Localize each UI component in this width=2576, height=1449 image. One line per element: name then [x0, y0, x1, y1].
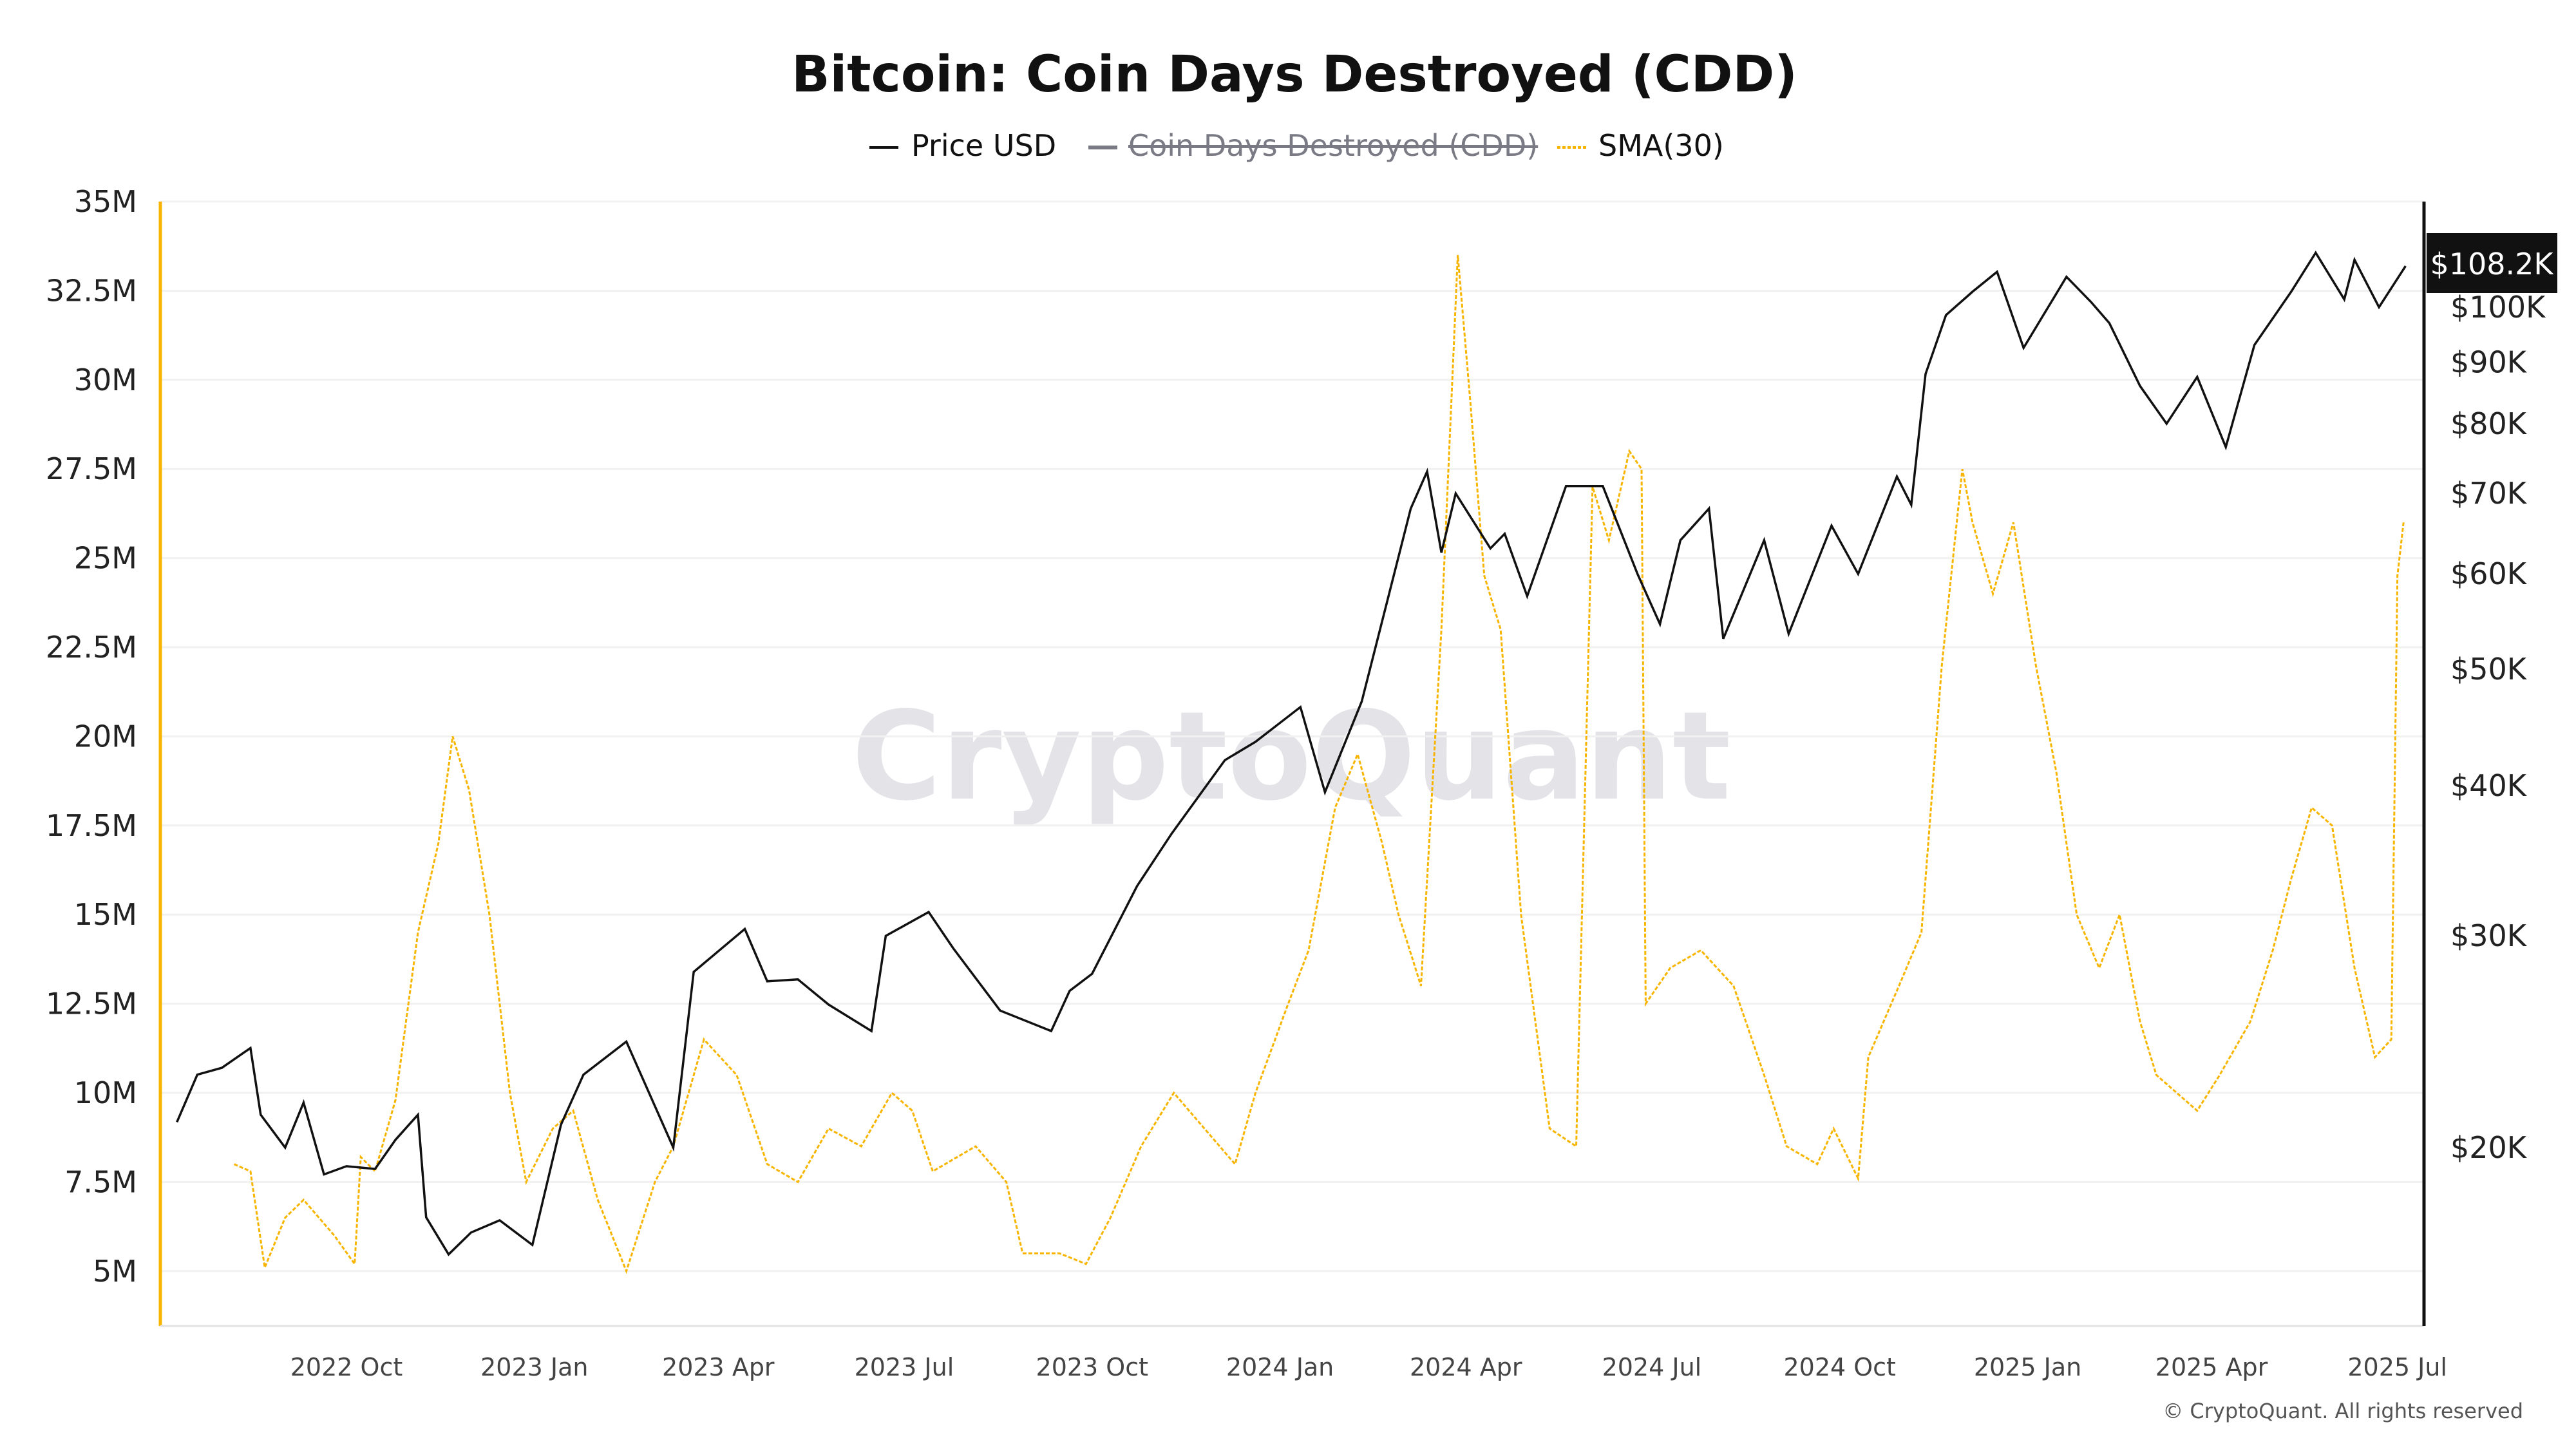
left-tick-label: 25M	[74, 541, 137, 576]
legend-item-cdd[interactable]: Coin Days Destroyed (CDD)	[1088, 128, 1538, 163]
left-tick-label: 20M	[74, 719, 137, 753]
left-tick-label: 10M	[74, 1075, 137, 1110]
left-tick-label: 30M	[74, 363, 137, 397]
left-tick-label: 5M	[93, 1254, 137, 1289]
left-tick-label: 32.5M	[46, 273, 137, 308]
chart-title: Bitcoin: Coin Days Destroyed (CDD)	[791, 46, 1797, 104]
legend-label-price: Price USD	[911, 128, 1056, 163]
last-price-label: $108.2K	[2430, 247, 2554, 281]
x-tick-label: 2023 Jan	[480, 1353, 588, 1381]
right-tick-label: $80K	[2450, 406, 2528, 441]
right-tick-label: $50K	[2450, 652, 2528, 687]
x-axis-ticks: 2022 Oct 2023 Jan 2023 Apr 2023 Jul 2023 Oct…	[290, 1353, 2447, 1381]
left-tick-label: 17.5M	[46, 808, 137, 843]
last-price-badge-bg	[2427, 233, 2557, 293]
legend: Price USD Coin Days Destroyed (CDD) SMA(…	[869, 128, 1724, 163]
x-tick-label: 2024 Oct	[1783, 1353, 1896, 1381]
left-tick-label: 7.5M	[64, 1164, 137, 1199]
right-tick-label: $100K	[2450, 290, 2546, 325]
right-tick-label: $20K	[2450, 1130, 2528, 1165]
price-series-line	[176, 251, 2407, 1256]
sma30-series-line	[233, 254, 2405, 1274]
x-tick-label: 2024 Jul	[1602, 1353, 1702, 1381]
x-tick-label: 2024 Apr	[1410, 1353, 1522, 1381]
legend-item-price[interactable]: Price USD	[869, 128, 1056, 163]
legend-label-sma: SMA(30)	[1598, 128, 1724, 163]
x-tick-label: 2025 Jan	[1974, 1353, 2081, 1381]
right-tick-label: $30K	[2450, 918, 2528, 953]
copyright: © CryptoQuant. All rights reserved	[2163, 1399, 2523, 1423]
left-tick-label: 35M	[74, 184, 137, 219]
x-tick-label: 2025 Apr	[2155, 1353, 2268, 1381]
x-tick-label: 2025 Jul	[2347, 1353, 2447, 1381]
last-price-badge: $108.2K	[2427, 233, 2557, 293]
right-axis-ticks: $100K $90K $80K $70K $60K $50K $40K $30K $20K	[2450, 290, 2546, 1165]
left-tick-label: 27.5M	[46, 451, 137, 486]
right-tick-label: $40K	[2450, 768, 2528, 803]
right-tick-label: $90K	[2450, 345, 2528, 379]
left-tick-label: 22.5M	[46, 630, 137, 665]
x-tick-label: 2023 Apr	[662, 1353, 775, 1381]
gridlines	[160, 200, 2424, 1273]
x-tick-label: 2023 Jul	[855, 1353, 954, 1381]
x-tick-label: 2023 Oct	[1036, 1353, 1149, 1381]
left-tick-label: 12.5M	[46, 987, 137, 1021]
right-tick-label: $60K	[2450, 556, 2528, 591]
x-tick-label: 2024 Jan	[1226, 1353, 1334, 1381]
left-tick-label: 15M	[74, 897, 137, 932]
legend-item-sma[interactable]: SMA(30)	[1557, 128, 1724, 163]
watermark: CryptoQuant	[851, 685, 1730, 828]
right-tick-label: $70K	[2450, 476, 2528, 511]
left-axis-ticks: 35M 32.5M 30M 27.5M 25M 22.5M 20M 17.5M 15M 12.5M…	[46, 184, 137, 1289]
x-tick-label: 2022 Oct	[290, 1353, 403, 1381]
